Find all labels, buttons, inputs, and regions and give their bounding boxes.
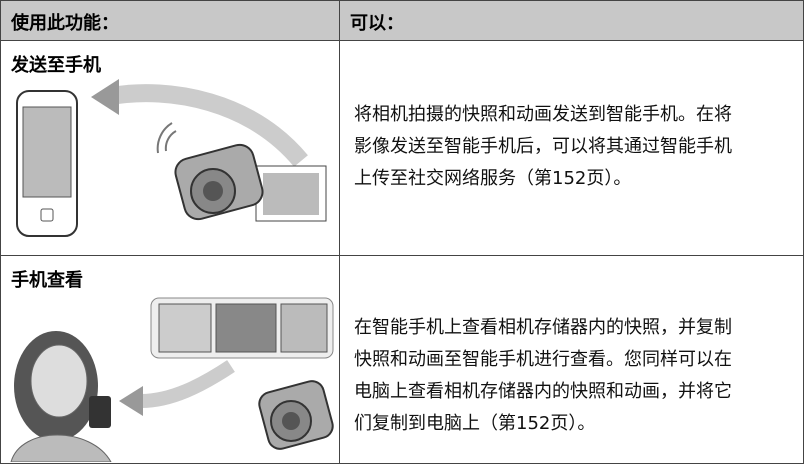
header-text: 可以： bbox=[350, 13, 404, 34]
description-cell: 将相机拍摄的快照和动画发送到智能手机。在将影像发送至智能手机后，可以将其通过智能… bbox=[339, 40, 804, 256]
feature-cell: 手机查看 bbox=[0, 255, 340, 464]
header-cell: 可以： bbox=[339, 0, 804, 41]
description: 将相机拍摄的快照和动画发送到智能手机。在将影像发送至智能手机后，可以将其通过智能… bbox=[354, 104, 732, 189]
feature-title: 发送至手机 bbox=[11, 55, 101, 76]
description-cell: 在智能手机上查看相机存储器内的快照，并复制快照和动画至智能手机进行查看。您同样可… bbox=[339, 255, 804, 464]
header-cell: 使用此功能： bbox=[0, 0, 340, 41]
feature-title: 手机查看 bbox=[11, 270, 83, 291]
view-illustration bbox=[10, 297, 334, 462]
description: 在智能手机上查看相机存储器内的快照，并复制快照和动画至智能手机进行查看。您同样可… bbox=[354, 317, 732, 434]
send-illustration bbox=[16, 79, 327, 237]
header-text: 使用此功能： bbox=[11, 13, 119, 34]
feature-cell: 发送至手机 bbox=[0, 40, 340, 256]
